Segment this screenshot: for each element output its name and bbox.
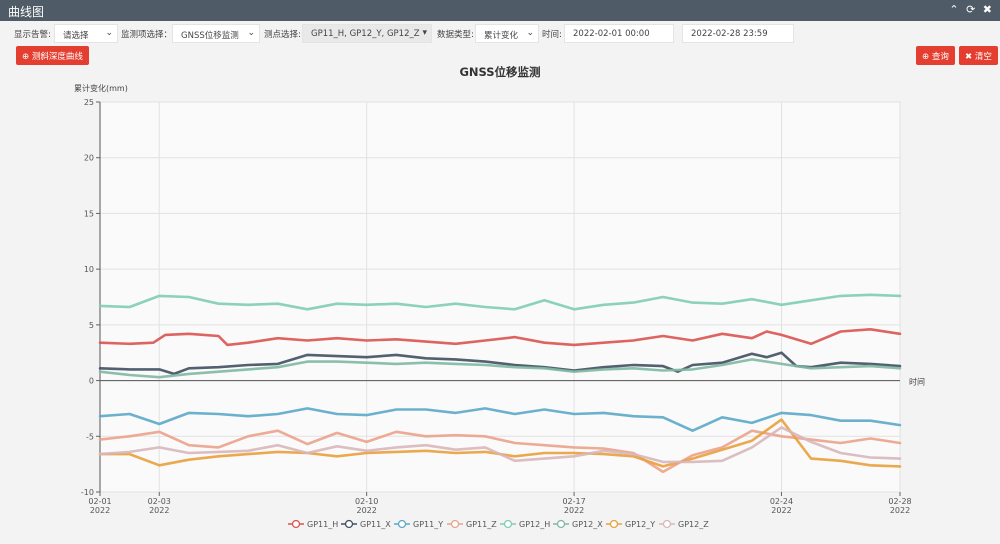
y-tick-label: -5 <box>86 432 94 441</box>
x-tick-year: 2022 <box>356 506 376 515</box>
y-tick-label: 20 <box>84 154 94 163</box>
legend-marker-gp12-y <box>609 519 619 529</box>
plot-area <box>100 102 900 492</box>
chevron-down-icon: ⌄ <box>526 28 534 38</box>
y-tick-label: -10 <box>81 488 94 497</box>
y-tick-label: 5 <box>89 321 94 330</box>
start-time-input[interactable]: 2022-02-01 00:00 <box>564 24 674 43</box>
depth-curve-label: 测斜深度曲线 <box>31 52 83 62</box>
x-tick-year: 2022 <box>771 506 791 515</box>
y-tick-label: 0 <box>89 377 94 386</box>
legend-marker-gp12-h <box>503 519 513 529</box>
legend-label-gp12-y: GP12_Y <box>625 520 655 529</box>
chart-title: GNSS位移监测 <box>459 65 540 79</box>
legend-marker-gp12-x <box>556 519 566 529</box>
plus-circle-icon: ⊕ <box>22 52 30 62</box>
start-time-value: 2022-02-01 00:00 <box>573 29 650 39</box>
x-axis-label: 时间 <box>909 377 925 387</box>
legend-label-gp11-x: GP11_X <box>360 520 391 529</box>
series-line-gp11-y <box>98 407 902 433</box>
legend-label-gp11-y: GP11_Y <box>413 520 443 529</box>
window-title: 曲线图 <box>8 5 45 19</box>
clear-button[interactable]: ✖ 清空 <box>959 46 998 65</box>
chart-container: GNSS位移监测 累计变化(mm) 时间 25 20 15 10 5 0 -5 -10 02-01 20… <box>0 60 1000 544</box>
caret-down-icon: ▾ <box>422 28 427 38</box>
monitor-label: 监测项选择： <box>121 30 173 40</box>
alarm-select[interactable]: 请选择 ⌄ <box>54 24 118 43</box>
window-tools: ⌃ ⟳ ✖ <box>949 3 994 16</box>
legend-label-gp12-h: GP12_H <box>519 520 550 529</box>
series-line-gp11-h <box>98 327 902 347</box>
points-select[interactable]: GP11_H, GP12_Y, GP12_Z ▾ <box>302 24 432 43</box>
x-tick-year: 2022 <box>149 506 169 515</box>
chevron-down-icon: ⌄ <box>105 28 113 38</box>
refresh-icon[interactable]: ⟳ <box>966 3 978 16</box>
monitor-select-value: GNSS位移监测 <box>181 31 239 41</box>
x-tick-label: 02-17 <box>562 497 585 506</box>
series-line-gp12-x <box>98 358 902 379</box>
points-select-value: GP11_H, GP12_Y, GP12_Z <box>311 29 420 39</box>
x-tick-label: 02-03 <box>148 497 171 506</box>
chevron-up-icon[interactable]: ⌃ <box>949 3 961 16</box>
legend-marker-gp12-z <box>662 519 672 529</box>
legend-label-gp12-x: GP12_X <box>572 520 603 529</box>
search-circle-icon: ⊕ <box>922 52 930 62</box>
x-tick-label: 02-01 <box>88 497 111 506</box>
series-line-gp12-h <box>98 293 902 311</box>
y-tick-label: 15 <box>84 209 94 218</box>
datatype-label: 数据类型: <box>437 30 474 40</box>
close-icon[interactable]: ✖ <box>982 3 994 16</box>
legend-label-gp11-z: GP11_Z <box>466 520 497 529</box>
chevron-down-icon: ⌄ <box>247 28 255 38</box>
window-titlebar: 曲线图 ⌃ ⟳ ✖ <box>0 0 1000 21</box>
x-tick-year: 2022 <box>890 506 910 515</box>
y-tick-label: 10 <box>84 265 94 274</box>
series-line-gp12-z <box>98 426 902 464</box>
close-icon: ✖ <box>965 52 973 62</box>
legend-label-gp12-z: GP12_Z <box>678 520 709 529</box>
end-time-input[interactable]: 2022-02-28 23:59 <box>682 24 794 43</box>
alarm-select-value: 请选择 <box>63 31 89 41</box>
x-tick-label: 02-10 <box>355 497 378 506</box>
legend-marker-gp11-h <box>291 519 301 529</box>
time-label: 时间: <box>542 30 562 40</box>
series-line-gp11-x <box>98 351 902 376</box>
gnss-line-chart: GNSS位移监测累计变化(mm)时间2520151050-5-1002-0120… <box>74 65 925 529</box>
legend-marker-gp11-x <box>344 519 354 529</box>
legend-marker-gp11-y <box>397 519 407 529</box>
y-tick-label: 25 <box>84 98 94 107</box>
datatype-select-value: 累计变化 <box>484 31 519 41</box>
query-label: 查询 <box>931 52 949 62</box>
x-tick-year: 2022 <box>564 506 584 515</box>
alarm-label: 显示告警: <box>14 30 51 40</box>
x-tick-year: 2022 <box>90 506 110 515</box>
depth-curve-button[interactable]: ⊕ 测斜深度曲线 <box>16 46 89 65</box>
clear-label: 清空 <box>974 52 992 62</box>
end-time-value: 2022-02-28 23:59 <box>691 29 768 39</box>
query-button[interactable]: ⊕ 查询 <box>916 46 955 65</box>
filter-bar: 显示告警: 请选择 ⌄ 监测项选择： GNSS位移监测 ⌄ 测点选择: GP11… <box>0 24 1000 44</box>
y-axis-label: 累计变化(mm) <box>74 83 128 93</box>
monitor-select[interactable]: GNSS位移监测 ⌄ <box>172 24 260 43</box>
points-label: 测点选择: <box>264 30 301 40</box>
legend-marker-gp11-z <box>450 519 460 529</box>
legend-label-gp11-h: GP11_H <box>307 520 338 529</box>
datatype-select[interactable]: 累计变化 ⌄ <box>475 24 539 43</box>
series-line-gp11-z <box>98 429 902 474</box>
x-tick-label: 02-24 <box>770 497 793 506</box>
x-tick-label: 02-28 <box>888 497 911 506</box>
